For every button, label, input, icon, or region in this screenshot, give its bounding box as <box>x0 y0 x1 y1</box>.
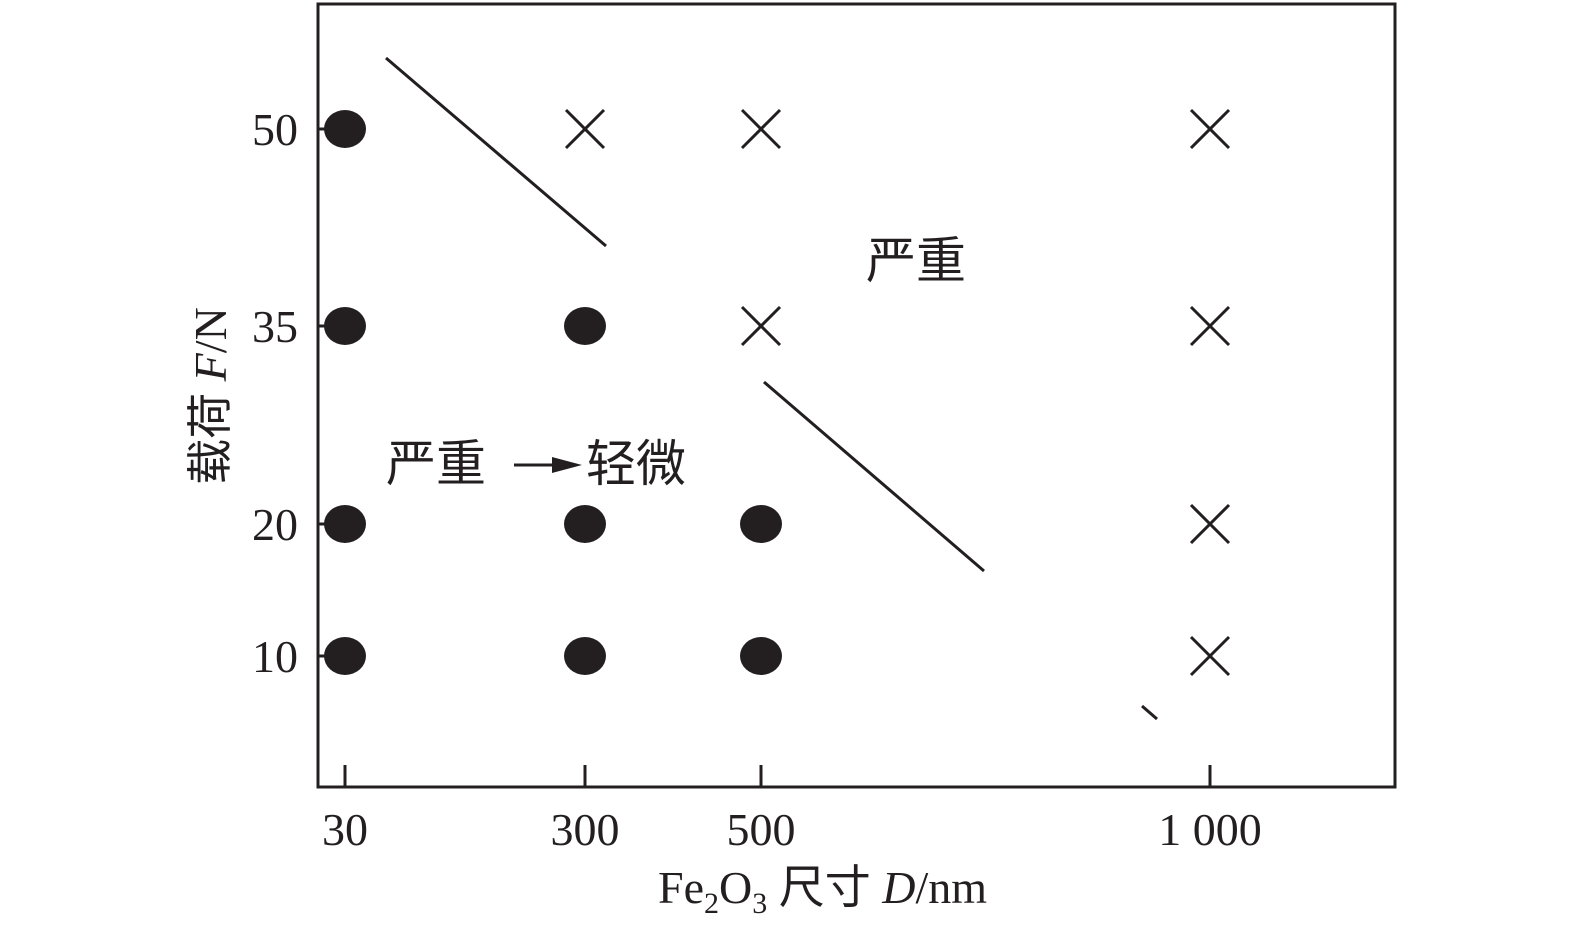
point-circle-300-20 <box>564 505 606 543</box>
point-circle-30-10 <box>324 637 366 675</box>
plot-frame <box>316 2 1397 789</box>
point-circle-30-20 <box>324 505 366 543</box>
boundary-line-lower <box>1141 704 1158 721</box>
boundary-line-upper <box>385 56 607 248</box>
annotation-transition-from: 严重 <box>386 436 486 492</box>
point-cross-1000-20 <box>1189 503 1231 545</box>
y-tick-label-10: 10 <box>252 631 298 682</box>
x-tick-label-300: 300 <box>551 804 620 855</box>
point-cross-1000-35 <box>1189 305 1231 347</box>
point-cross-1000-10 <box>1189 635 1231 677</box>
x-axis-ticks: 30 300 500 1 000 <box>322 765 1262 855</box>
point-circle-300-35 <box>564 307 606 345</box>
data-points <box>324 108 1231 677</box>
x-axis-title: Fe2O3 尺寸 D/nm <box>658 862 987 920</box>
x-tick-label-500: 500 <box>727 804 796 855</box>
point-cross-1000-50 <box>1189 108 1231 150</box>
point-cross-300-50 <box>564 108 606 150</box>
point-circle-300-10 <box>564 637 606 675</box>
annotation-severe: 严重 <box>866 233 966 289</box>
point-cross-500-35 <box>740 305 782 347</box>
x-tick-label-30: 30 <box>322 804 368 855</box>
transition-arrow-head <box>552 457 582 473</box>
x-tick-label-1000: 1 000 <box>1158 804 1262 855</box>
point-circle-500-20 <box>740 505 782 543</box>
boundary-line-middle <box>763 380 985 573</box>
annotation-transition-to: 轻微 <box>586 436 686 492</box>
point-circle-30-35 <box>324 307 366 345</box>
y-tick-label-35: 35 <box>252 301 298 352</box>
y-axis-ticks: 10 20 35 50 <box>252 104 340 682</box>
point-circle-500-10 <box>740 637 782 675</box>
point-circle-30-50 <box>324 110 366 148</box>
point-cross-500-50 <box>740 108 782 150</box>
y-tick-label-50: 50 <box>252 104 298 155</box>
y-axis-title: 载荷 F/N <box>185 307 236 485</box>
y-tick-label-20: 20 <box>252 499 298 550</box>
